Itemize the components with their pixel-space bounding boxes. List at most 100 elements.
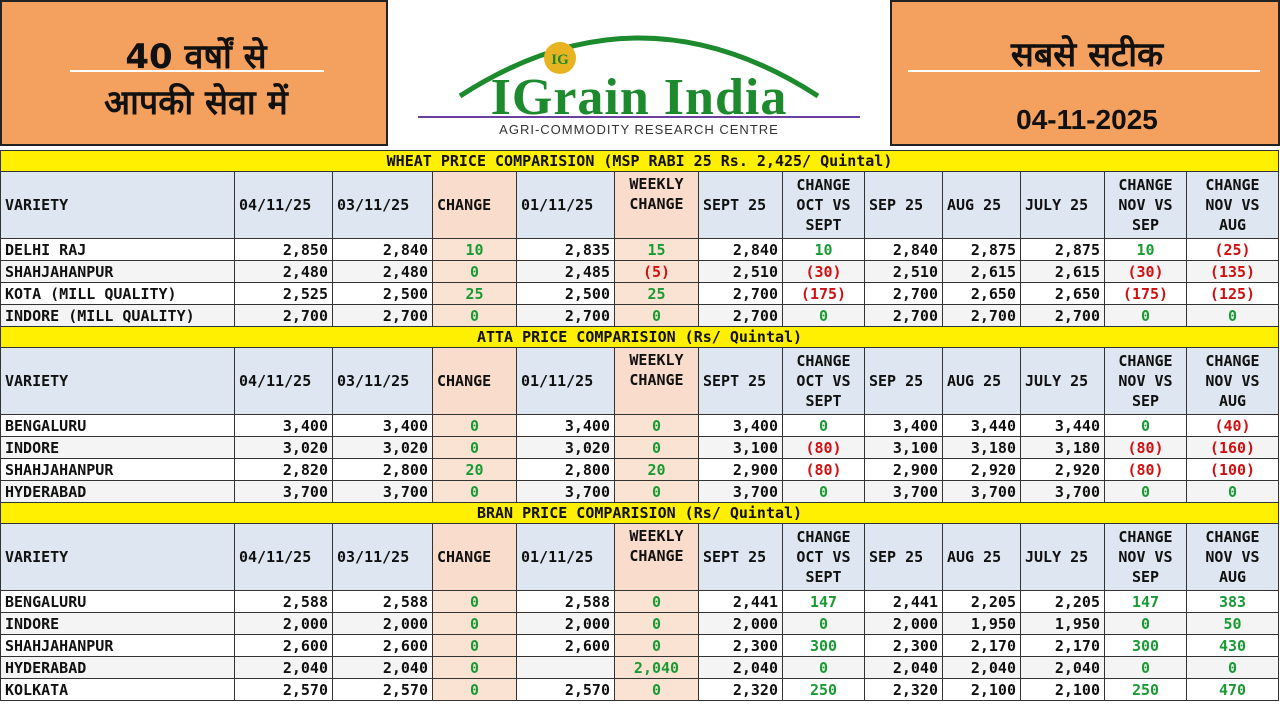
value-cell-sep: 2,700 [864, 304, 943, 327]
value-cell-d3: 2,800 [516, 458, 615, 481]
value-cell-sept: 3,700 [698, 480, 783, 503]
variety-cell: INDORE [0, 612, 235, 635]
value-cell-change-nov-aug: (125) [1185, 282, 1280, 305]
column-header-d1: 04/11/25 [234, 523, 333, 591]
value-cell-weekly-change: 15 [614, 238, 699, 261]
value-cell-sept: 2,000 [698, 612, 783, 635]
value-cell-d1: 2,040 [234, 656, 333, 679]
value-cell-sept: 3,400 [698, 414, 783, 437]
value-cell-sept: 3,100 [698, 436, 783, 459]
value-cell-change-oct-sept: 0 [782, 304, 865, 327]
svg-text:IG: IG [551, 52, 569, 68]
table-row: INDORE 2,000 2,000 0 2,000 0 2,000 0 2,000 1,950 1… [0, 612, 1280, 635]
value-cell-change-nov-sep: (175) [1104, 282, 1187, 305]
value-cell-aug: 3,440 [942, 414, 1021, 437]
variety-cell: INDORE (MILL QUALITY) [0, 304, 235, 327]
column-header-change-oct-sept: CHANGE OCT VS SEPT [782, 347, 865, 415]
section-title: ATTA PRICE COMPARISION (Rs/ Quintal) [0, 326, 1280, 348]
value-cell-july: 2,920 [1020, 458, 1105, 481]
value-cell-change-nov-sep: 0 [1104, 304, 1187, 327]
table-row: DELHI RAJ 2,850 2,840 10 2,835 15 2,840 10 2,840… [0, 238, 1280, 261]
column-header-change: CHANGE [432, 523, 517, 591]
variety-cell: SHAHJAHANPUR [0, 458, 235, 481]
column-header-sept: SEPT 25 [698, 523, 783, 591]
value-cell-change: 0 [432, 480, 517, 503]
column-header-aug: AUG 25 [942, 523, 1021, 591]
section-title-row: BRAN PRICE COMPARISION (Rs/ Quintal) [0, 502, 1280, 524]
column-header-july: JULY 25 [1020, 347, 1105, 415]
value-cell-change-nov-sep: 147 [1104, 590, 1187, 613]
value-cell-aug: 1,950 [942, 612, 1021, 635]
brand-name: IGrain India [490, 69, 788, 126]
value-cell-d1: 3,700 [234, 480, 333, 503]
value-cell-sept: 2,040 [698, 656, 783, 679]
value-cell-aug: 2,875 [942, 238, 1021, 261]
value-cell-change: 20 [432, 458, 517, 481]
value-cell-weekly-change: 2,040 [614, 656, 699, 679]
value-cell-july: 2,040 [1020, 656, 1105, 679]
column-header-sep: SEP 25 [864, 171, 943, 239]
value-cell-sept: 2,900 [698, 458, 783, 481]
value-cell-d3: 3,020 [516, 436, 615, 459]
column-header-july: JULY 25 [1020, 523, 1105, 591]
value-cell-d1: 2,850 [234, 238, 333, 261]
header-tagline-service: आपकी सेवा में [104, 83, 288, 123]
price-tables: WHEAT PRICE COMPARISION (MSP RABI 25 Rs.… [0, 150, 1280, 701]
value-cell-change-nov-sep: 10 [1104, 238, 1187, 261]
column-header-change-nov-aug: CHANGE NOV VS AUG [1185, 523, 1280, 591]
column-header-row: VARIETY 04/11/25 03/11/25 CHANGE 01/11/25 WEE… [0, 523, 1280, 591]
value-cell-d2: 2,840 [332, 238, 433, 261]
value-cell-aug: 3,180 [942, 436, 1021, 459]
value-cell-change: 0 [432, 634, 517, 657]
value-cell-change-nov-sep: (80) [1104, 458, 1187, 481]
value-cell-change-oct-sept: 300 [782, 634, 865, 657]
value-cell-change-nov-aug: 0 [1185, 304, 1280, 327]
value-cell-weekly-change: 20 [614, 458, 699, 481]
table-row: KOTA (MILL QUALITY) 2,525 2,500 25 2,500 25 2,… [0, 282, 1280, 305]
page-header: 40 वर्षों से आपकी सेवा में IG IGrain Ind… [0, 0, 1280, 148]
value-cell-sept: 2,510 [698, 260, 783, 283]
column-header-d1: 04/11/25 [234, 347, 333, 415]
value-cell-change-nov-aug: (40) [1185, 414, 1280, 437]
value-cell-d3: 2,485 [516, 260, 615, 283]
variety-cell: HYDERABAD [0, 656, 235, 679]
value-cell-change-nov-aug: (25) [1185, 238, 1280, 261]
column-header-row: VARIETY 04/11/25 03/11/25 CHANGE 01/11/25 WEE… [0, 347, 1280, 415]
value-cell-july: 1,950 [1020, 612, 1105, 635]
value-cell-july: 2,205 [1020, 590, 1105, 613]
value-cell-weekly-change: 0 [614, 590, 699, 613]
value-cell-change-oct-sept: (175) [782, 282, 865, 305]
column-header-july: JULY 25 [1020, 171, 1105, 239]
value-cell-weekly-change: 0 [614, 304, 699, 327]
column-header-sep: SEP 25 [864, 347, 943, 415]
value-cell-change-nov-aug: (135) [1185, 260, 1280, 283]
value-cell-d3: 2,500 [516, 282, 615, 305]
value-cell-d3: 3,700 [516, 480, 615, 503]
column-header-change: CHANGE [432, 171, 517, 239]
value-cell-sep: 2,300 [864, 634, 943, 657]
column-header-aug: AUG 25 [942, 171, 1021, 239]
value-cell-d3: 2,570 [516, 678, 615, 701]
column-header-sep: SEP 25 [864, 523, 943, 591]
column-header-variety: VARIETY [0, 523, 235, 591]
value-cell-aug: 2,650 [942, 282, 1021, 305]
value-cell-d2: 3,020 [332, 436, 433, 459]
value-cell-sep: 2,510 [864, 260, 943, 283]
value-cell-july: 2,100 [1020, 678, 1105, 701]
value-cell-sep: 3,400 [864, 414, 943, 437]
value-cell-d2: 2,800 [332, 458, 433, 481]
value-cell-d1: 2,600 [234, 634, 333, 657]
value-cell-change-nov-aug: 470 [1185, 678, 1280, 701]
value-cell-change-nov-sep: 0 [1104, 612, 1187, 635]
value-cell-change-nov-aug: 0 [1185, 656, 1280, 679]
table-row: SHAHJAHANPUR 2,480 2,480 0 2,485 (5) 2,510 (30)… [0, 260, 1280, 283]
value-cell-sep: 3,700 [864, 480, 943, 503]
column-header-sept: SEPT 25 [698, 171, 783, 239]
variety-cell: SHAHJAHANPUR [0, 634, 235, 657]
value-cell-d2: 2,588 [332, 590, 433, 613]
header-left-divider [70, 70, 324, 72]
column-header-change-nov-aug: CHANGE NOV VS AUG [1185, 347, 1280, 415]
column-header-variety: VARIETY [0, 347, 235, 415]
value-cell-sep: 2,441 [864, 590, 943, 613]
value-cell-sep: 2,040 [864, 656, 943, 679]
